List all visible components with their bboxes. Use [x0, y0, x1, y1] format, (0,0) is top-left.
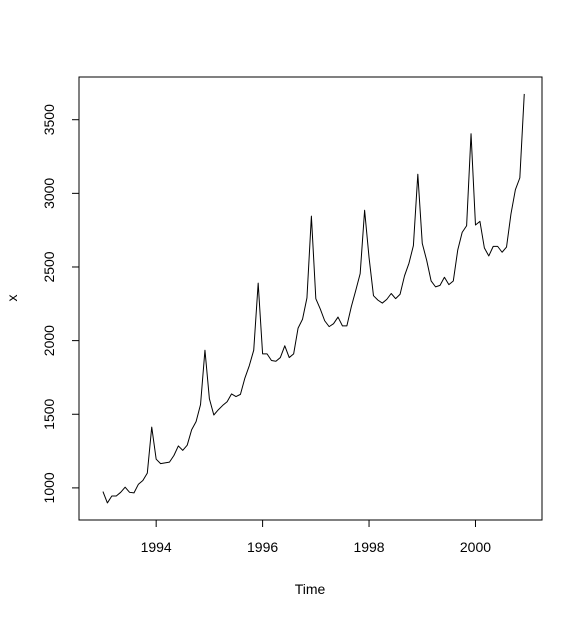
y-tick-label: 3500	[41, 104, 57, 135]
x-axis-label: Time	[295, 581, 326, 597]
plot-frame	[78, 76, 543, 521]
x-tick-label: 2000	[460, 539, 491, 555]
y-tick-label: 3000	[41, 178, 57, 209]
series-line-0	[102, 93, 525, 504]
y-tick-label: 1000	[41, 472, 57, 503]
y-tick-label: 1500	[41, 398, 57, 429]
x-tick-label: 1998	[353, 539, 384, 555]
x-tick-label: 1994	[141, 539, 172, 555]
y-axis: 1000 1500 2000 2500 3000 3500	[41, 104, 80, 503]
y-tick-label: 2500	[41, 251, 57, 282]
x-axis: 1994 1996 1998 2000	[141, 519, 491, 555]
x-tick-label: 1996	[247, 539, 278, 555]
y-tick-label: 2000	[41, 325, 57, 356]
plot-area	[78, 76, 543, 521]
y-axis-label: x	[4, 295, 20, 302]
